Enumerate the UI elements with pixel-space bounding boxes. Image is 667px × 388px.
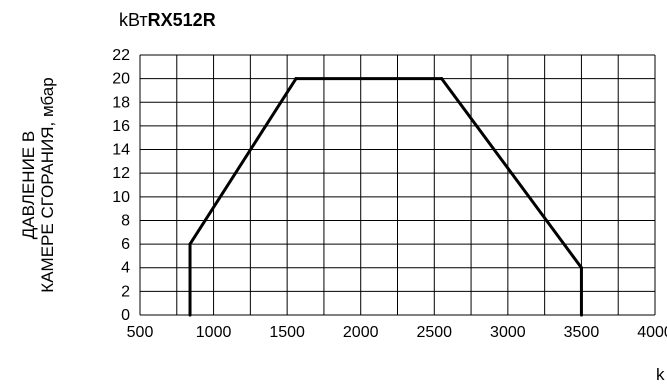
x-tick-label: 4000 <box>637 324 667 341</box>
y-tick-label: 8 <box>121 212 130 229</box>
y-tick-label: 18 <box>112 94 130 111</box>
series-point <box>188 242 192 246</box>
x-tick-label: 1000 <box>196 324 232 341</box>
chart-title: kВтRX512R <box>119 10 216 31</box>
title-model: RX512R <box>147 10 216 30</box>
series-point <box>579 313 583 317</box>
x-tick-label: 2000 <box>343 324 379 341</box>
y-tick-label: 16 <box>112 118 130 135</box>
x-tick-label: 3500 <box>564 324 600 341</box>
y-tick-label: 10 <box>112 189 130 206</box>
x-tick-label: 2500 <box>416 324 452 341</box>
y-tick-label: 22 <box>112 47 130 64</box>
y-tick-label: 6 <box>121 236 130 253</box>
y-tick-label: 20 <box>112 71 130 88</box>
title-unit: kВт <box>119 10 148 30</box>
y-tick-label: 14 <box>112 142 130 159</box>
series-segment <box>188 77 298 246</box>
x-tick-label: 500 <box>127 324 154 341</box>
y-tick-label: 0 <box>121 307 130 324</box>
series-point <box>188 313 192 317</box>
series-point <box>294 77 298 81</box>
series-point <box>440 77 444 81</box>
y-tick-label: 12 <box>112 165 130 182</box>
x-axis-unit-label: k <box>656 365 665 384</box>
series-point <box>579 266 583 270</box>
y-tick-label: 2 <box>121 283 130 300</box>
series-segment <box>440 77 583 270</box>
x-tick-label: 1500 <box>269 324 305 341</box>
x-tick-label: 3000 <box>490 324 526 341</box>
y-tick-label: 4 <box>121 260 130 277</box>
